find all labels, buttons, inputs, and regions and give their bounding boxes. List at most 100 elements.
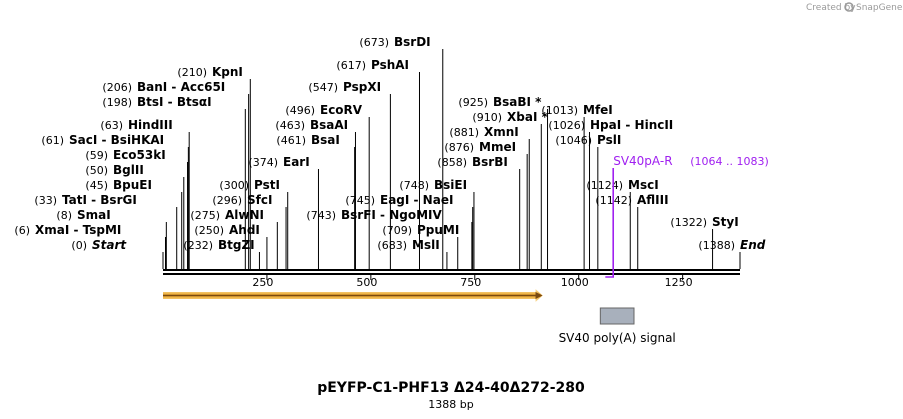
site-19[interactable]: (463) BsaAI (275, 118, 356, 269)
site-25[interactable]: (709) PpuMI (382, 223, 459, 269)
site-32[interactable]: (910) XbaI * (472, 110, 549, 269)
site-22[interactable]: (617) PshAI (336, 58, 420, 269)
primer-sv40pa-r[interactable]: SV40pA-R (1064 .. 1083) (605, 154, 769, 278)
site-enzyme: AhdI (229, 223, 260, 237)
map-title: pEYFP-C1-PHF13 Δ24-40Δ272-280 (317, 380, 585, 396)
site-position: (1322) (670, 216, 707, 229)
site-position: (210) (177, 66, 207, 79)
site-11[interactable]: (210) KpnI (177, 65, 251, 269)
site-17[interactable]: (374) EarI (248, 155, 319, 269)
site-enzyme: EcoRV (320, 103, 363, 117)
site-enzyme: BsaAI (310, 118, 348, 132)
site-24[interactable]: (683) MslI (377, 238, 448, 269)
site-position: (709) (382, 224, 412, 237)
site-4[interactable]: (45) BpuEI (85, 178, 183, 269)
site-14[interactable]: (275) AlwNI (190, 208, 278, 269)
site-enzyme: XmnI (484, 125, 519, 139)
site-enzyme: AlwNI (225, 208, 264, 222)
site-40[interactable]: (1388) End (698, 238, 766, 269)
site-12[interactable]: (232) BtgZI (183, 238, 260, 269)
site-0[interactable]: (0) Start (71, 238, 164, 269)
restriction-sites: (0) Start (6) XmaI - TspMI(8) SmaI (33) TatI -… (14, 35, 766, 269)
site-position: (881) (449, 126, 479, 139)
site-20[interactable]: (496) EcoRV (285, 103, 370, 269)
site-position: (275) (190, 209, 220, 222)
site-enzyme: XmaI - TspMI (35, 223, 121, 237)
site-29[interactable]: (858) BsrBI (437, 155, 521, 269)
site-position: (673) (359, 36, 389, 49)
site-position: (63) (100, 119, 123, 132)
site-21[interactable]: (547) PspXI (308, 80, 391, 269)
site-enzyme: MmeI (479, 140, 516, 154)
site-35[interactable]: (1026) HpaI - HincII (548, 118, 673, 269)
site-5[interactable]: (50) BglII (85, 163, 185, 269)
site-39[interactable]: (1322) StyI (670, 215, 739, 269)
site-enzyme: SmaI (77, 208, 111, 222)
site-position: (683) (377, 239, 407, 252)
site-position: (1046) (555, 134, 592, 147)
primer-name: SV40pA-R (613, 154, 672, 168)
site-3[interactable]: (33) TatI - BsrGI (34, 193, 178, 269)
site-enzyme: BsiEI (434, 178, 467, 192)
site-30[interactable]: (876) MmeI (444, 140, 528, 269)
site-enzyme: HindIII (128, 118, 173, 132)
site-enzyme: PshAI (371, 58, 409, 72)
site-7[interactable]: (61) SacI - BsiHKAI (41, 133, 189, 269)
site-position: (617) (336, 59, 366, 72)
site-15[interactable]: (296) SfcI (212, 193, 287, 269)
site-enzyme: BglII (113, 163, 144, 177)
site-33[interactable]: (925) BsaBI * (458, 95, 549, 269)
site-37[interactable]: (1124) MscI (586, 178, 659, 269)
site-enzyme: BsrBI (472, 155, 508, 169)
site-1[interactable]: (6) XmaI - TspMI (14, 223, 166, 269)
site-position: (50) (85, 164, 108, 177)
feature-label: SV40 poly(A) signal (559, 331, 676, 345)
site-28[interactable]: (748) BsiEI (399, 178, 475, 269)
site-position: (45) (85, 179, 108, 192)
site-38[interactable]: (1142) AflIII (595, 193, 669, 269)
site-34[interactable]: (1013) MfeI (541, 103, 613, 269)
axis-tick-label-1: 500 (356, 276, 377, 289)
site-position: (0) (71, 239, 87, 252)
site-enzyme: BsrFI - NgoMIV (341, 208, 442, 222)
axis-tick-label-2: 750 (460, 276, 481, 289)
site-enzyme: Start (92, 238, 127, 252)
site-enzyme: XbaI * (507, 110, 549, 124)
site-position: (910) (472, 111, 502, 124)
snapgene-logo-icon (844, 2, 854, 12)
site-36[interactable]: (1046) PslI (555, 133, 621, 269)
site-position: (250) (194, 224, 224, 237)
site-8[interactable]: (63) HindIII (100, 118, 190, 269)
site-31[interactable]: (881) XmnI (449, 125, 530, 269)
site-enzyme: BpuEI (113, 178, 152, 192)
orf-arrow-head (535, 292, 543, 299)
site-13[interactable]: (250) AhdI (194, 223, 268, 269)
site-enzyme: BanI - Acc65I (137, 80, 225, 94)
site-10[interactable]: (206) BanI - Acc65I (102, 80, 250, 269)
site-enzyme: PpuMI (417, 223, 459, 237)
primer-bracket (605, 168, 615, 278)
feature-0[interactable]: SV40 poly(A) signal (559, 307, 676, 345)
site-9[interactable]: (198) BtsI - BtsαI (102, 95, 246, 269)
site-6[interactable]: (59) Eco53kI (85, 148, 189, 269)
site-23[interactable]: (673) BsrDI (359, 35, 444, 269)
site-18[interactable]: (461) BsaI (276, 133, 356, 269)
site-enzyme: HpaI - HincII (590, 118, 673, 132)
site-2[interactable]: (8) SmaI (56, 208, 167, 269)
site-position: (1013) (541, 104, 578, 117)
site-27[interactable]: (745) EagI - NaeI (345, 193, 474, 269)
site-position: (743) (306, 209, 336, 222)
site-enzyme: SacI - BsiHKAI (69, 133, 164, 147)
site-position: (296) (212, 194, 242, 207)
primer-range: (1064 .. 1083) (690, 155, 769, 168)
site-enzyme: KpnI (212, 65, 243, 79)
site-16[interactable]: (300) PstI (219, 178, 289, 269)
site-26[interactable]: (743) BsrFI - NgoMIV (306, 208, 473, 269)
site-position: (463) (275, 119, 305, 132)
axis-tick-label-3: 1000 (561, 276, 589, 289)
site-position: (198) (102, 96, 132, 109)
site-position: (745) (345, 194, 375, 207)
site-enzyme: PspXI (343, 80, 381, 94)
site-enzyme: StyI (712, 215, 739, 229)
site-position: (461) (276, 134, 306, 147)
